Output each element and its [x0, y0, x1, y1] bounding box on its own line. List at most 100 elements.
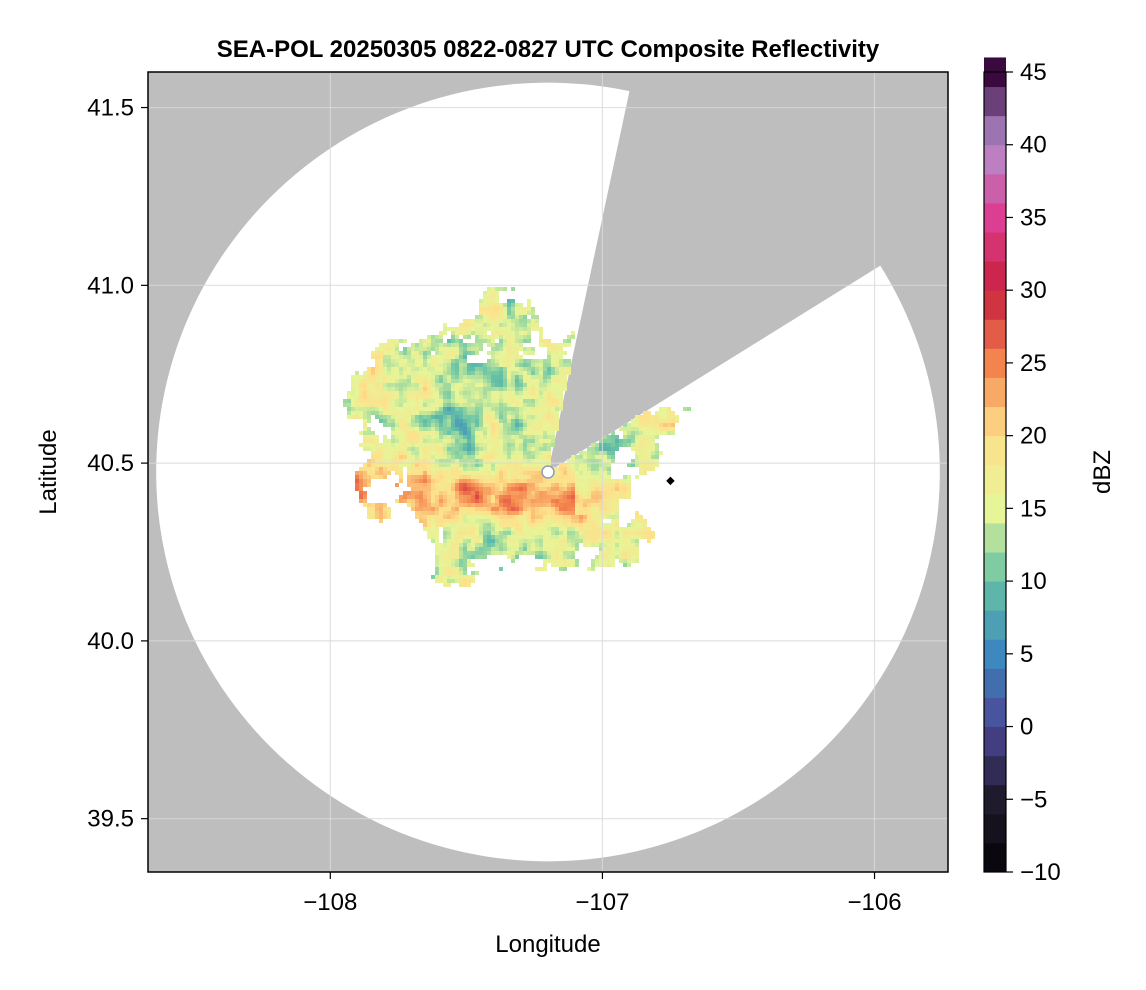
- echo-cell: [423, 375, 427, 379]
- echo-cell: [535, 515, 539, 519]
- echo-cell: [467, 379, 471, 383]
- echo-cell: [519, 491, 523, 495]
- echo-cell: [611, 555, 615, 559]
- echo-cell: [519, 455, 523, 459]
- echo-cell: [467, 467, 471, 471]
- echo-cell: [423, 483, 427, 487]
- echo-cell: [379, 363, 383, 367]
- echo-cell: [447, 411, 451, 415]
- echo-cell: [415, 467, 419, 471]
- echo-cell: [475, 503, 479, 507]
- echo-cell: [511, 439, 515, 443]
- echo-cell: [451, 351, 455, 355]
- echo-cell: [495, 335, 499, 339]
- echo-cell: [467, 343, 471, 347]
- echo-cell: [383, 423, 387, 427]
- echo-cell: [579, 535, 583, 539]
- echo-cell: [423, 339, 427, 343]
- echo-cell: [407, 499, 411, 503]
- echo-cell: [471, 319, 475, 323]
- echo-cell: [471, 423, 475, 427]
- echo-cell: [431, 415, 435, 419]
- echo-cell: [531, 499, 535, 503]
- echo-cell: [555, 375, 559, 379]
- echo-cell: [431, 355, 435, 359]
- echo-cell: [647, 435, 651, 439]
- echo-cell: [567, 559, 571, 563]
- echo-cell: [539, 547, 543, 551]
- echo-cell: [503, 471, 507, 475]
- echo-cell: [475, 551, 479, 555]
- echo-cell: [431, 371, 435, 375]
- echo-cell: [375, 459, 379, 463]
- echo-cell: [539, 507, 543, 511]
- echo-cell: [559, 559, 563, 563]
- echo-cell: [459, 535, 463, 539]
- echo-cell: [511, 447, 515, 451]
- echo-cell: [511, 479, 515, 483]
- echo-cell: [487, 419, 491, 423]
- echo-cell: [595, 443, 599, 447]
- echo-cell: [439, 411, 443, 415]
- echo-cell: [515, 423, 519, 427]
- echo-cell: [583, 527, 587, 531]
- echo-cell: [647, 415, 651, 419]
- echo-cell: [359, 483, 363, 487]
- echo-cell: [431, 511, 435, 515]
- echo-cell: [447, 463, 451, 467]
- echo-cell: [487, 415, 491, 419]
- echo-cell: [419, 367, 423, 371]
- echo-cell: [515, 339, 519, 343]
- echo-cell: [547, 395, 551, 399]
- x-axis-label: Longitude: [495, 931, 600, 958]
- echo-cell: [607, 455, 611, 459]
- echo-cell: [523, 315, 527, 319]
- echo-cell: [599, 547, 603, 551]
- echo-cell: [443, 383, 447, 387]
- echo-cell: [439, 559, 443, 563]
- echo-cell: [391, 451, 395, 455]
- echo-cell: [543, 411, 547, 415]
- echo-cell: [459, 579, 463, 583]
- echo-cell: [503, 515, 507, 519]
- echo-cell: [427, 407, 431, 411]
- echo-cell: [443, 379, 447, 383]
- echo-cell: [431, 411, 435, 415]
- echo-cell: [443, 571, 447, 575]
- echo-cell: [439, 375, 443, 379]
- echo-cell: [543, 523, 547, 527]
- echo-cell: [399, 399, 403, 403]
- echo-cell: [439, 343, 443, 347]
- echo-cell: [451, 339, 455, 343]
- echo-cell: [587, 451, 591, 455]
- echo-cell: [459, 415, 463, 419]
- echo-cell: [539, 555, 543, 559]
- echo-cell: [495, 295, 499, 299]
- echo-cell: [551, 399, 555, 403]
- echo-cell: [519, 383, 523, 387]
- echo-cell: [435, 499, 439, 503]
- echo-cell: [515, 495, 519, 499]
- echo-cell: [563, 379, 567, 383]
- echo-cell: [603, 491, 607, 495]
- echo-cell: [547, 487, 551, 491]
- echo-cell: [491, 535, 495, 539]
- echo-cell: [439, 451, 443, 455]
- echo-cell: [667, 415, 671, 419]
- echo-cell: [495, 515, 499, 519]
- echo-cell: [535, 535, 539, 539]
- echo-cell: [423, 515, 427, 519]
- echo-cell: [495, 471, 499, 475]
- echo-cell: [391, 403, 395, 407]
- echo-cell: [455, 331, 459, 335]
- echo-cell: [567, 371, 571, 375]
- echo-cell: [507, 363, 511, 367]
- echo-cell: [439, 475, 443, 479]
- echo-cell: [519, 483, 523, 487]
- echo-cell: [503, 411, 507, 415]
- echo-cell: [511, 539, 515, 543]
- echo-cell: [539, 379, 543, 383]
- echo-cell: [547, 383, 551, 387]
- echo-cell: [447, 499, 451, 503]
- echo-cell: [619, 479, 623, 483]
